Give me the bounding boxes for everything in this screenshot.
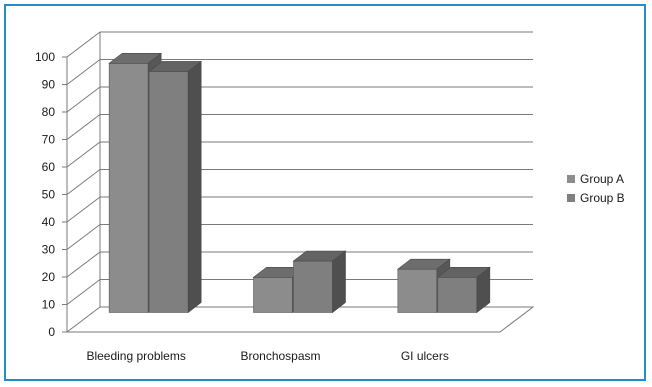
bar-side	[332, 250, 346, 314]
y-tick-label: 0	[48, 325, 55, 339]
y-tick-label: 20	[42, 270, 56, 284]
bar-bleeding-problems-group-b	[148, 60, 203, 314]
gridline-diagonal	[66, 196, 101, 223]
y-tick-label: 90	[42, 78, 56, 92]
bar-front	[437, 276, 478, 313]
bar-top	[108, 52, 163, 64]
bar-side	[187, 60, 202, 314]
gridline-diagonal	[66, 31, 101, 58]
x-tick-label: Bleeding problems	[86, 349, 185, 363]
bar-gi-ulcers-group-a	[396, 258, 451, 314]
bar-top	[396, 258, 451, 270]
legend-label: Group A	[580, 172, 624, 186]
gridline-diagonal	[66, 169, 101, 195]
y-tick-label: 80	[42, 105, 56, 119]
x-tick-label: GI ulcers	[401, 349, 449, 363]
gridline-diagonal	[66, 86, 101, 113]
legend-label: Group B	[580, 191, 625, 205]
gridline-diagonal	[66, 141, 101, 168]
gridline-diagonal	[66, 306, 101, 333]
legend-swatch	[567, 194, 575, 202]
bar-gi-ulcers-group-b	[436, 266, 491, 314]
y-tick-label: 60	[42, 160, 56, 174]
y-axis-ticks: 0 10 20 30 40 50 60 70 80 90 100	[35, 50, 67, 339]
y-tick-label: 50	[42, 188, 56, 202]
gridline-diagonal	[66, 279, 101, 305]
y-tick-label: 10	[42, 298, 56, 312]
bar-top	[436, 266, 491, 278]
x-axis-labels: Bleeding problems Bronchospasm GI ulcers	[86, 349, 448, 363]
bars	[108, 52, 491, 314]
bar-front	[397, 268, 438, 313]
bar-bronchospasm-group-b	[292, 250, 347, 314]
bar-front	[148, 71, 189, 313]
gridline-diagonal	[66, 114, 101, 140]
bar-front	[293, 260, 333, 313]
bar-top	[148, 61, 203, 72]
bar-top	[292, 250, 347, 262]
y-tick-label: 30	[42, 243, 56, 257]
x-tick-label: Bronchospasm	[240, 349, 320, 363]
y-tick-label: 70	[42, 133, 56, 147]
bar-front	[253, 276, 293, 313]
bar-front	[108, 62, 149, 313]
y-tick-label: 100	[35, 50, 55, 64]
gridline-diagonal	[66, 224, 101, 250]
y-tick-label: 40	[42, 215, 56, 229]
gridline-diagonal	[66, 59, 101, 85]
gridline-diagonal	[66, 251, 101, 278]
legend: Group A Group B	[567, 172, 625, 205]
legend-swatch	[567, 175, 575, 183]
